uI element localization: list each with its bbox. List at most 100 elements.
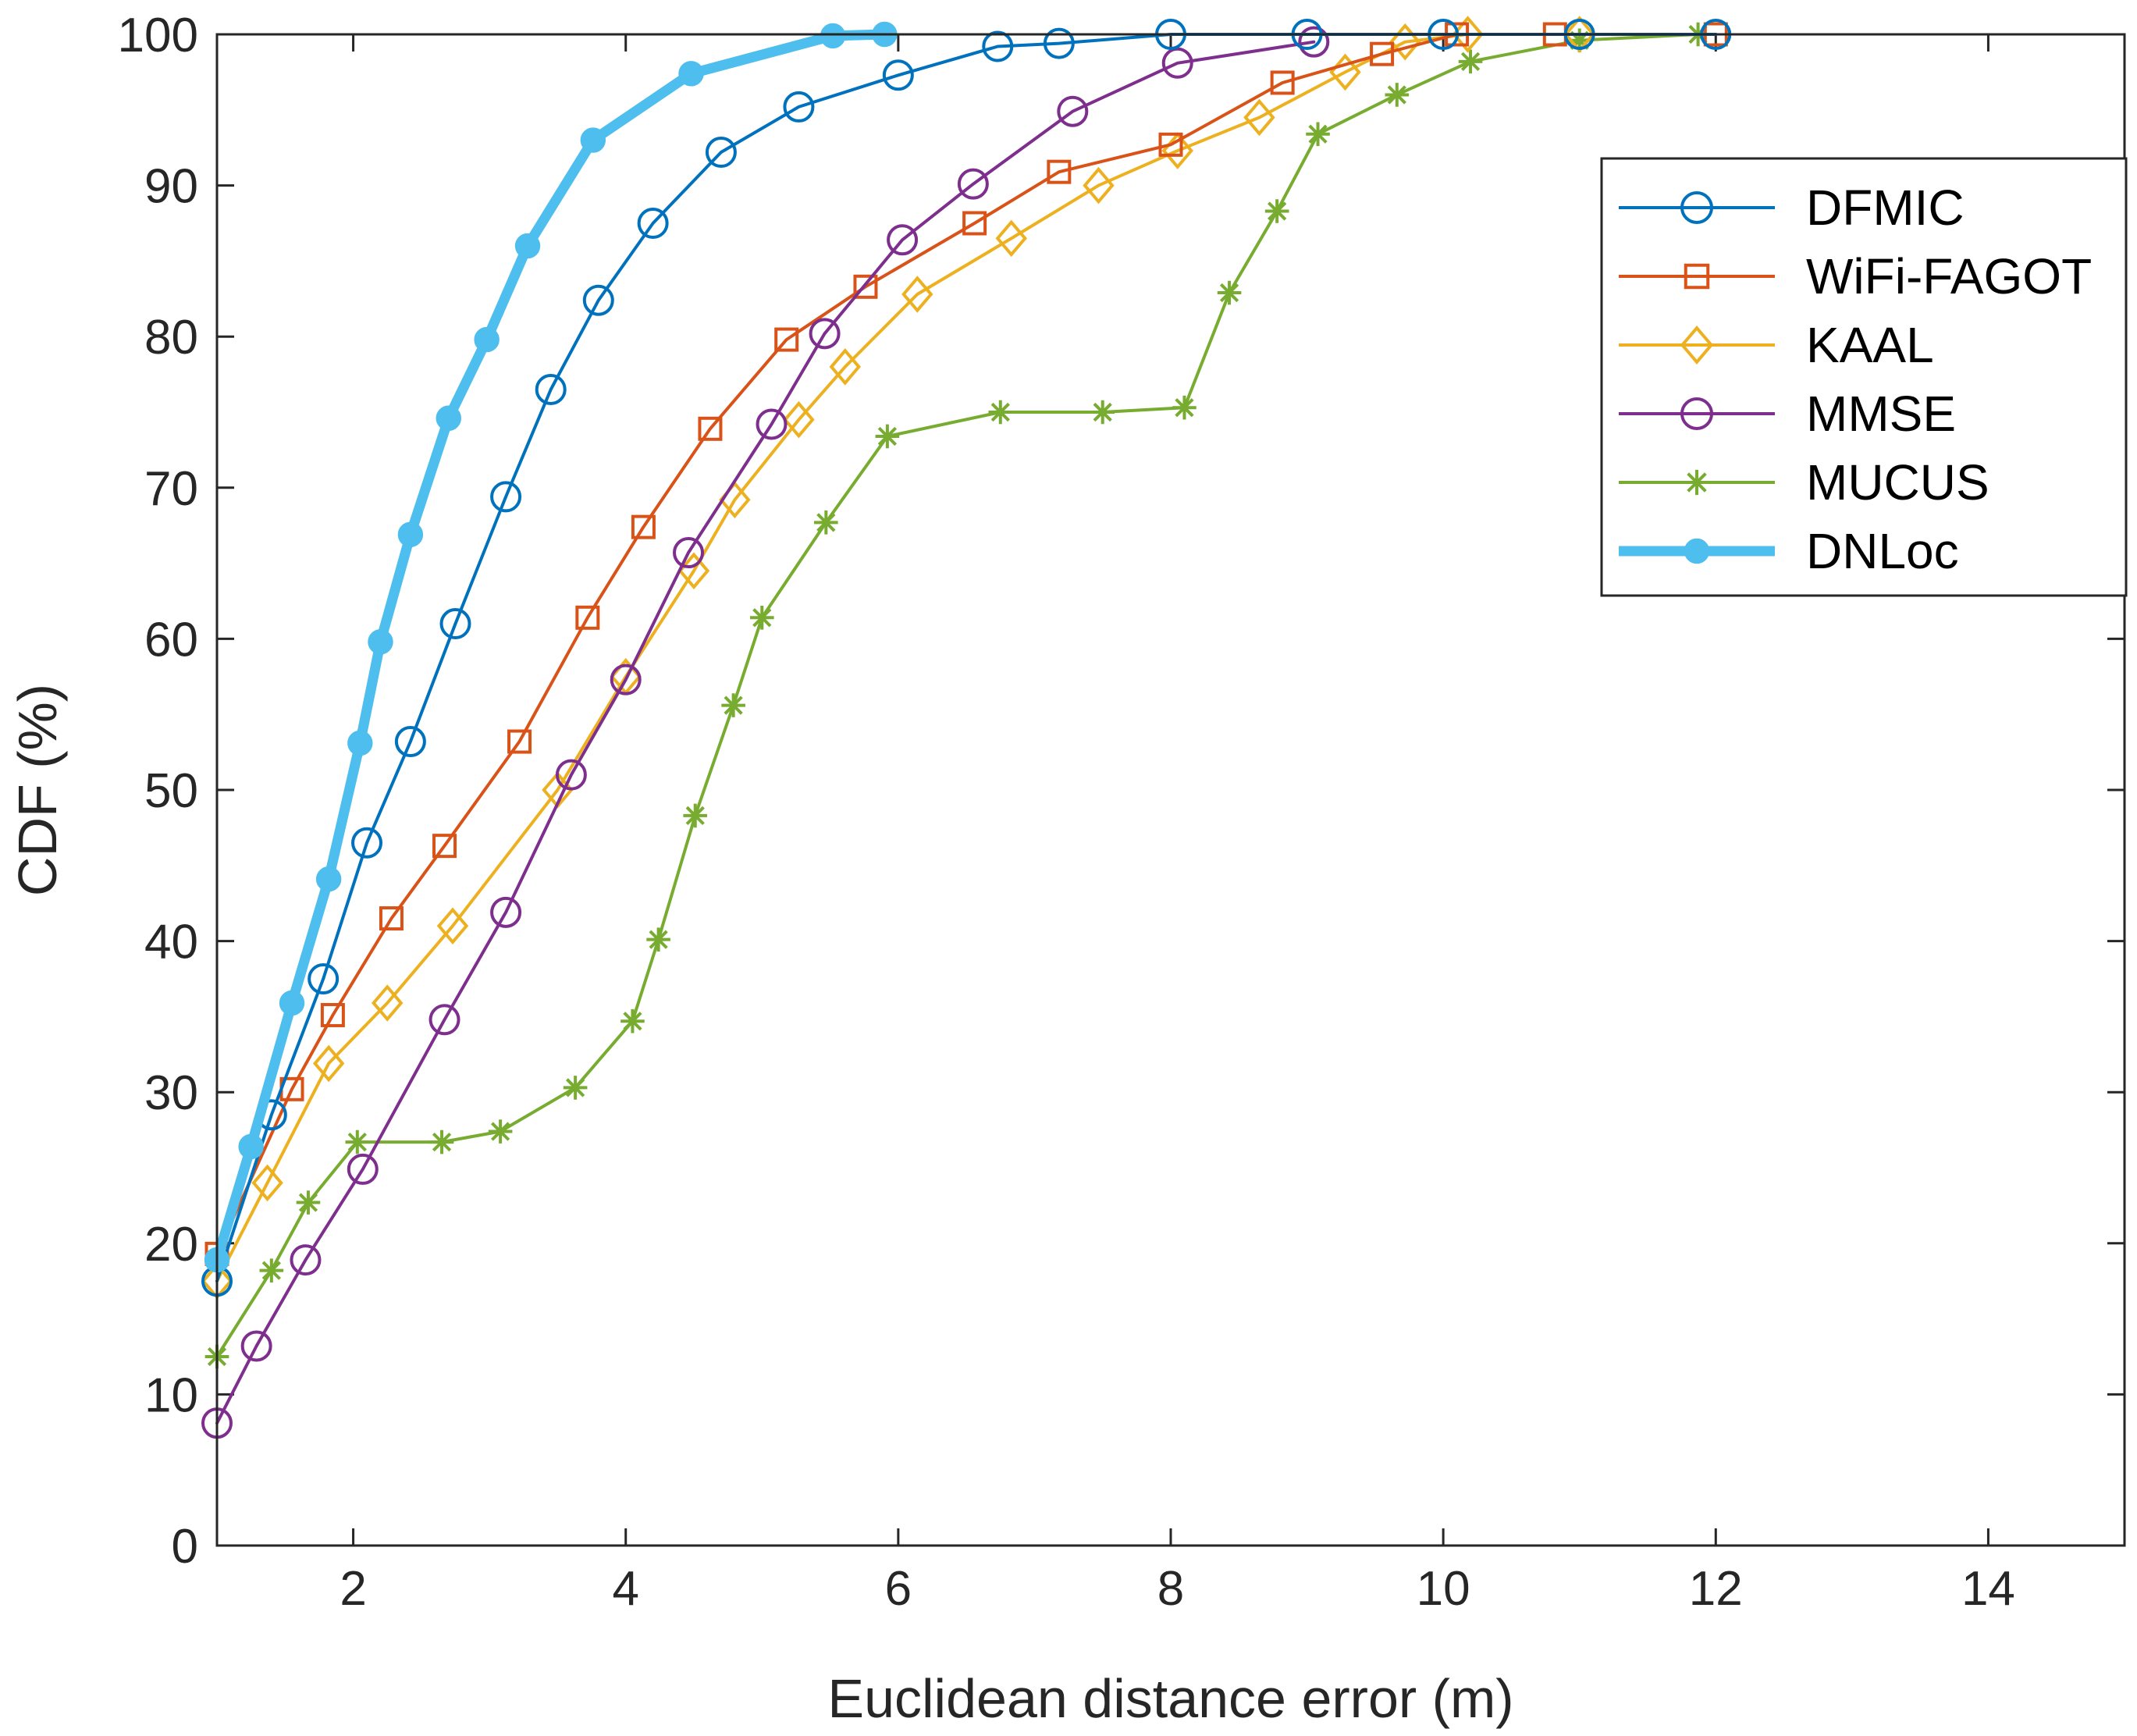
wifi-fagot-point [853, 274, 878, 299]
x-tick-label: 12 [1689, 1562, 1743, 1616]
mucus-point [1264, 199, 1289, 223]
kaal-point [436, 907, 469, 945]
kaal-point [1563, 16, 1595, 53]
mucus-point [1567, 28, 1592, 53]
dfmic-point [882, 59, 914, 91]
x-axis-title: Euclidean distance error (m) [827, 1668, 1513, 1729]
mmse-point [1161, 47, 1193, 79]
dnloc-point [238, 1133, 264, 1160]
dnloc-point [397, 521, 424, 548]
mmse-point [957, 168, 989, 200]
mucus-point [646, 927, 670, 952]
mmse-point [347, 1153, 379, 1185]
x-tick-label: 14 [1961, 1562, 2015, 1616]
y-tick-label: 30 [144, 1066, 198, 1120]
x-tick-label: 2 [340, 1562, 366, 1616]
kaal-point [1452, 16, 1484, 53]
dnloc-point [315, 866, 342, 892]
wifi-fagot-point [962, 211, 987, 236]
dfmic-point [439, 608, 471, 640]
mucus-point [875, 424, 900, 449]
kaal-point [783, 400, 815, 439]
dnloc-point [368, 629, 393, 655]
legend-item-kaal: KAAL [1619, 317, 1934, 373]
dfmic-point [490, 481, 522, 513]
wifi-fagot-line [215, 33, 1718, 1256]
wifi-fagot-point [1047, 159, 1072, 184]
legend-marker-dfmic [1680, 191, 1713, 224]
mmse-point [673, 537, 705, 569]
mucus-point [259, 1258, 284, 1282]
dnloc-point [436, 405, 461, 431]
legend-label-dfmic: DFMIC [1806, 180, 1965, 236]
legend-item-wifi-fagot: WiFi-FAGOT [1619, 248, 2092, 304]
kaal-point [995, 219, 1027, 258]
legend-label-mucus: MUCUS [1806, 454, 1989, 510]
y-tick-label: 0 [172, 1520, 198, 1574]
wifi-fagot-point [379, 906, 404, 931]
y-tick-label: 70 [144, 462, 198, 516]
legend-label-kaal: KAAL [1806, 317, 1934, 373]
wifi-fagot-point [1270, 70, 1295, 95]
dnloc-point [474, 326, 500, 353]
dfmic-point [705, 137, 737, 169]
mucus-point [1458, 49, 1483, 74]
legend-item-mmse: MMSE [1619, 386, 1956, 442]
mmse-point [490, 896, 522, 928]
dfmic-point [783, 91, 815, 123]
mmse-point [555, 759, 587, 791]
y-tick-label: 100 [118, 9, 198, 62]
dfmic-point [351, 827, 383, 859]
y-tick-label: 90 [144, 160, 198, 214]
mmse-point [610, 663, 642, 695]
wifi-fagot-point [320, 1002, 345, 1027]
dnloc-point [580, 127, 606, 153]
wifi-fagot-point [432, 834, 457, 859]
x-tick-label: 8 [1157, 1562, 1184, 1616]
mucus-point [1090, 400, 1115, 425]
mmse-point [290, 1244, 322, 1276]
mmse-point [887, 224, 919, 256]
legend-item-mucus: MUCUS [1619, 454, 1989, 510]
dnloc-point [820, 23, 846, 49]
y-tick-label: 80 [144, 311, 198, 365]
mmse-point [1057, 95, 1089, 127]
mucus-point [749, 605, 774, 630]
kaal-line [215, 33, 1581, 1283]
kaal-point [251, 1164, 283, 1202]
mmse-point [428, 1004, 460, 1036]
y-axis-title: CDF (%) [7, 684, 68, 896]
kaal-point [1243, 98, 1275, 137]
mucus-point [1172, 395, 1197, 420]
legend-marker-mucus [1684, 469, 1710, 496]
y-tick-label: 20 [144, 1218, 198, 1272]
kaal-point [1083, 166, 1115, 205]
y-tick-label: 60 [144, 613, 198, 667]
dfmic-point [535, 373, 567, 405]
mucus-point [721, 693, 745, 717]
legend-marker-wifi-fagot [1684, 263, 1710, 290]
dfmic-point [394, 726, 426, 758]
wifi-fagot-point [1370, 41, 1395, 66]
mucus-point [814, 510, 838, 535]
dnloc-point [347, 730, 373, 756]
mucus-point [683, 803, 708, 828]
series-dnloc [204, 21, 898, 1273]
mucus-point [988, 400, 1013, 425]
wifi-fagot-point [575, 605, 600, 630]
legend-item-dnloc: DNLoc [1619, 523, 1959, 579]
dfmic-point [582, 284, 614, 316]
x-tick-label: 6 [885, 1562, 912, 1616]
kaal-point [371, 984, 404, 1022]
mucus-point [620, 1009, 645, 1033]
y-tick-label: 50 [144, 764, 198, 818]
mucus-point [1385, 83, 1410, 107]
y-tick-label: 40 [144, 916, 198, 969]
legend-marker-kaal [1680, 326, 1714, 365]
mucus-line [215, 33, 1700, 1358]
mmse-line [215, 40, 1316, 1425]
legend-label-wifi-fagot: WiFi-FAGOT [1806, 248, 2092, 304]
mucus-point [1217, 280, 1242, 305]
legend-label-mmse: MMSE [1806, 386, 1956, 442]
